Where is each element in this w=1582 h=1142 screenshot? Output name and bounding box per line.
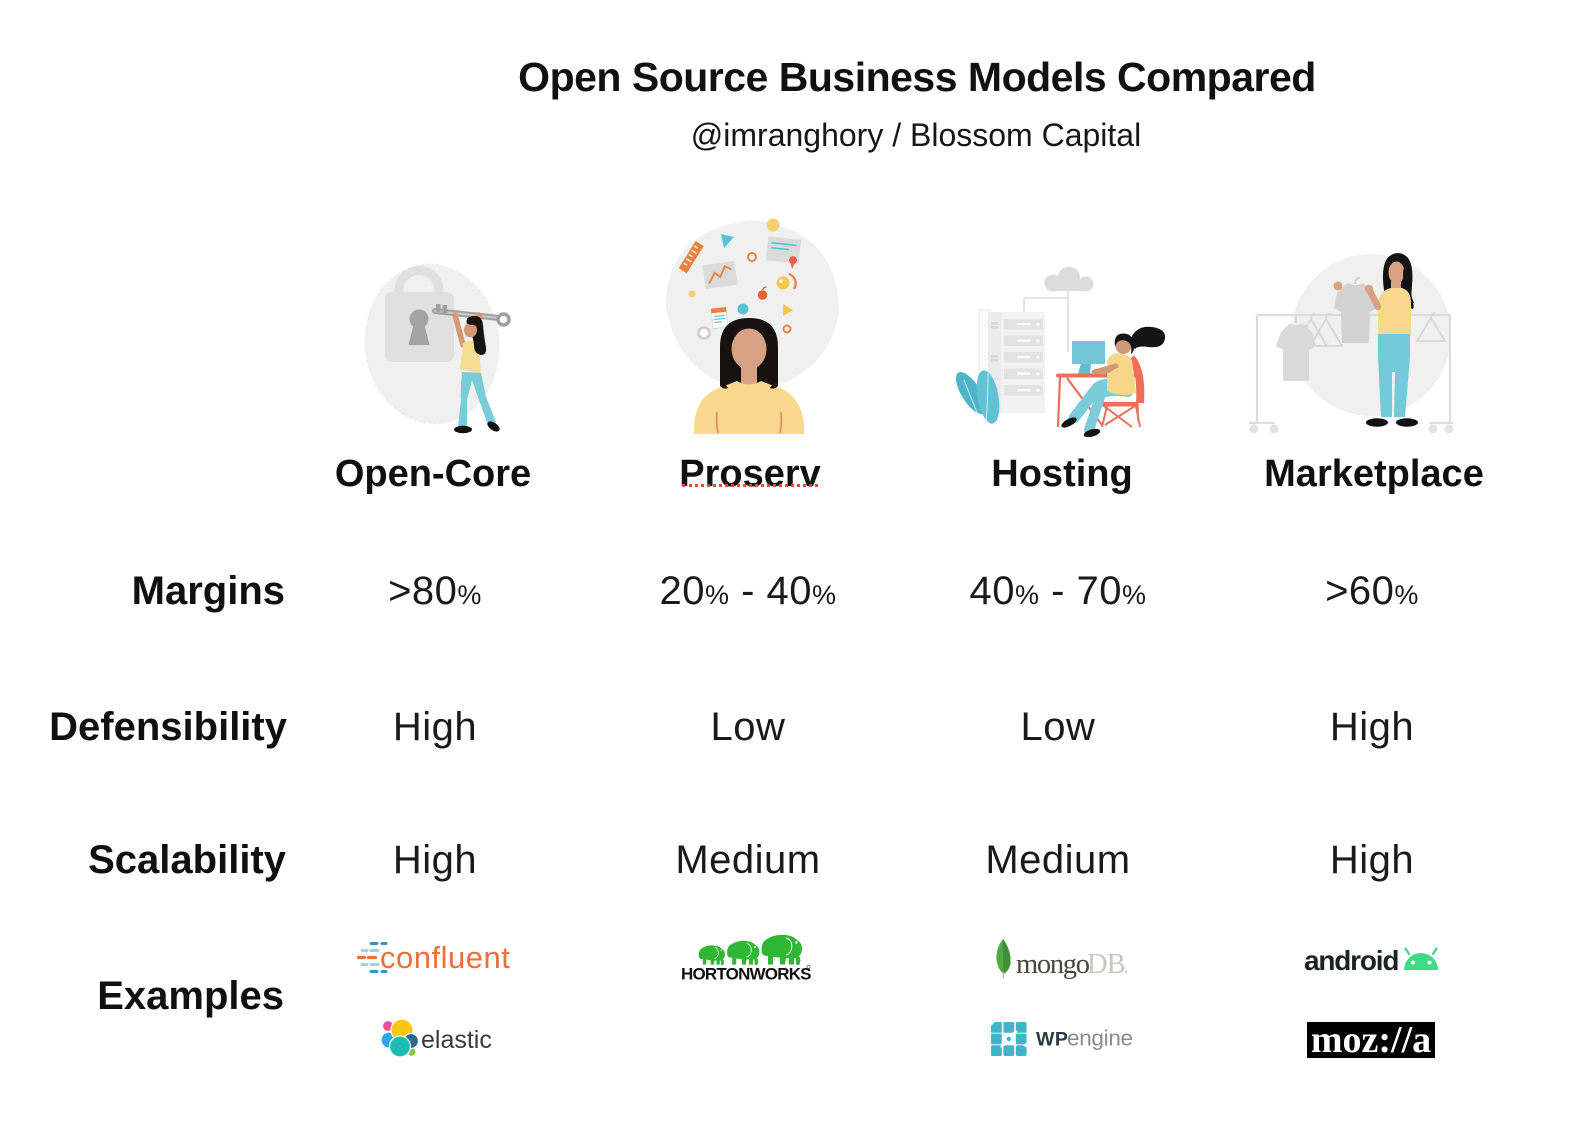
svg-text:android: android	[1304, 945, 1398, 976]
svg-text:HORTONWORKS: HORTONWORKS	[681, 965, 811, 982]
svg-text:WP: WP	[1036, 1029, 1068, 1051]
svg-text:elastic: elastic	[421, 1026, 492, 1054]
svg-text:engine: engine	[1067, 1026, 1133, 1051]
svg-text:DB: DB	[1087, 949, 1125, 980]
svg-text:confluent: confluent	[380, 941, 510, 975]
svg-text:mongo: mongo	[1016, 949, 1090, 980]
